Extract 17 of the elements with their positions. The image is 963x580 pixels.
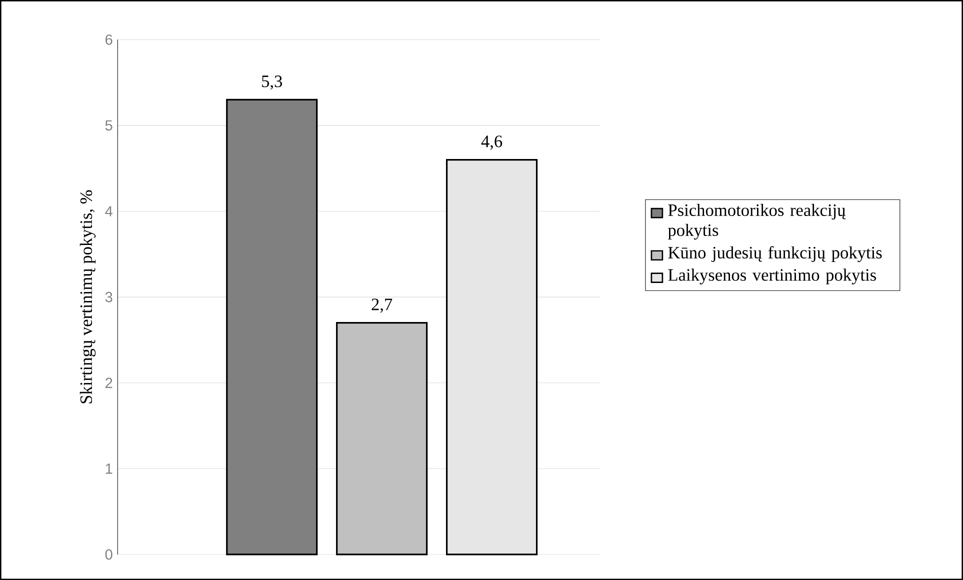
- bar: [446, 158, 538, 556]
- data-label: 4,6: [481, 136, 502, 150]
- y-tick-label: 4: [105, 206, 112, 216]
- y-tick-label: 6: [106, 34, 112, 45]
- y-tick-label: 0: [105, 549, 112, 560]
- data-label: 2,7: [372, 298, 392, 313]
- bar: [226, 98, 318, 556]
- y-axis-title: Skirtingų vertinimų pokytis, %: [80, 190, 96, 404]
- y-tick-label: 1: [106, 464, 112, 474]
- legend-label: Psichomotorikos reakcijų pokytis: [668, 204, 846, 240]
- legend-label: Laikysenos vertinimo pokytis: [668, 268, 876, 284]
- bar: [336, 322, 428, 556]
- legend-label: Kūno judesių funkcijų pokytis: [668, 246, 882, 262]
- y-tick-label: 2: [105, 378, 112, 388]
- data-label: 5,3: [262, 75, 282, 90]
- y-tick-label: 5: [105, 120, 112, 131]
- y-tick-label: 3: [105, 292, 112, 302]
